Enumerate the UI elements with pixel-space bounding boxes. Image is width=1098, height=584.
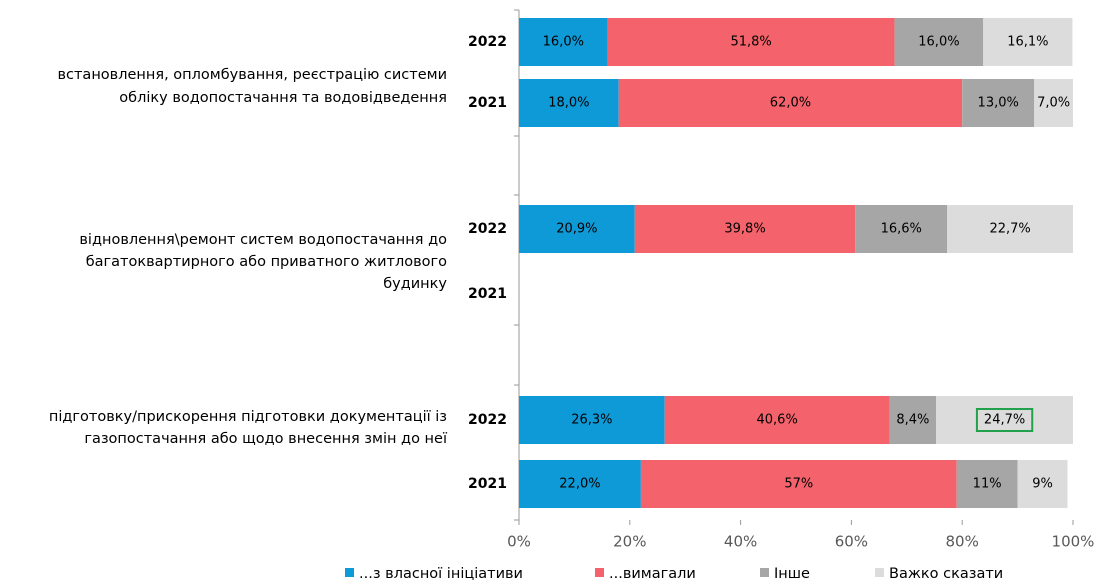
legend-label: ...вимагали [609, 566, 696, 582]
legend-swatch [595, 568, 604, 577]
bar-segment [519, 205, 635, 253]
data-label: 18,0% [548, 96, 589, 111]
legend-label: Важко сказати [889, 566, 1003, 582]
bar-segment [947, 205, 1073, 253]
legend-swatch [345, 568, 354, 577]
year-label: 2021 [468, 95, 507, 111]
group-label: відновлення\ремонт систем водопостачання… [79, 232, 447, 248]
bar-segment [894, 18, 984, 66]
data-label: 57% [784, 477, 813, 492]
data-label: 20,9% [556, 222, 597, 237]
group-label: підготовку/прискорення підготовки докуме… [49, 409, 447, 425]
bar-segment [519, 79, 619, 127]
data-label: 40,6% [757, 413, 798, 428]
group-label: будинку [383, 276, 447, 292]
highlight-box [975, 408, 1034, 432]
data-label: 16,6% [881, 222, 922, 237]
bar-segment [519, 18, 608, 66]
group-label: газопостачання або щодо внесення змін до… [84, 431, 448, 447]
data-label: 13,0% [978, 96, 1019, 111]
data-label: 11% [973, 477, 1002, 492]
data-label: 22,7% [989, 222, 1030, 237]
x-tick-label: 0% [507, 533, 531, 551]
legend-label: ...з власної ініціативи [359, 566, 523, 582]
x-tick-label: 60% [835, 533, 868, 551]
x-tick-label: 100% [1052, 533, 1095, 551]
bar-segment [607, 18, 895, 66]
bar-segment [640, 460, 957, 508]
group-label: встановлення, опломбування, реєстрацію с… [57, 67, 447, 83]
bar-segment [519, 396, 665, 444]
bar-segment [962, 79, 1035, 127]
group-label: багатоквартирного або приватного житлово… [86, 254, 447, 270]
year-label: 2022 [468, 221, 507, 237]
bar-segment [855, 205, 948, 253]
legend-swatch [760, 568, 769, 577]
data-label: 7,0% [1037, 96, 1070, 111]
data-label: 26,3% [571, 413, 612, 428]
legend-label: Інше [774, 566, 810, 582]
year-label: 2021 [468, 476, 507, 492]
data-label: 51,8% [730, 35, 771, 50]
legend-swatch [875, 568, 884, 577]
bar-segment [1017, 460, 1068, 508]
data-label: 9% [1032, 477, 1053, 492]
bar-segment [519, 460, 641, 508]
data-label: 16,0% [543, 35, 584, 50]
data-label: 16,0% [918, 35, 959, 50]
bar-segment [618, 79, 963, 127]
data-label: 24,7% [984, 413, 1025, 428]
bar-segment [956, 460, 1018, 508]
year-label: 2022 [468, 34, 507, 50]
data-label: 62,0% [770, 96, 811, 111]
bar-segment [664, 396, 890, 444]
data-label: 39,8% [724, 222, 765, 237]
year-label: 2022 [468, 412, 507, 428]
bar-segment [936, 396, 1073, 444]
bar-segment [1034, 79, 1073, 127]
data-label: 8,4% [896, 413, 929, 428]
bar-segment [889, 396, 937, 444]
x-tick-label: 40% [724, 533, 757, 551]
year-label: 2021 [468, 286, 507, 302]
bar-segment [983, 18, 1073, 66]
data-label: 22,0% [559, 477, 600, 492]
x-tick-label: 80% [946, 533, 979, 551]
x-tick-label: 20% [613, 533, 646, 551]
group-label: обліку водопостачання та водовідведення [119, 90, 447, 106]
bar-segment [634, 205, 856, 253]
data-label: 16,1% [1007, 35, 1048, 50]
